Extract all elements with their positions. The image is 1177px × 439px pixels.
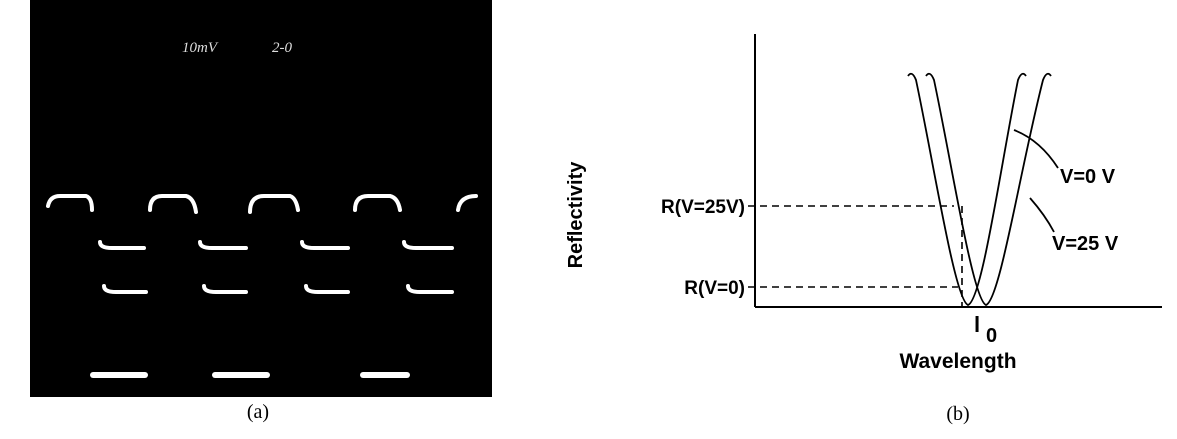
scope-baseline (90, 372, 410, 378)
curve-label: V=25 V (1052, 233, 1119, 255)
level-label: R(V=25V) (661, 197, 745, 218)
x-label: Wavelength (899, 350, 1016, 373)
x-marker: l (974, 312, 980, 337)
level-label: R(V=0) (684, 278, 745, 299)
x-marker-subscript: 0 (986, 325, 997, 347)
caption: (b) (946, 403, 969, 425)
panel-a: 10mV 2-0 (a) (30, 0, 492, 423)
dashed-guides (748, 206, 962, 307)
caption: (a) (247, 401, 269, 423)
curves (908, 74, 1051, 305)
scope-screen (30, 0, 492, 397)
y-label: Reflectivity (565, 161, 587, 269)
curve-label: V=0 V (1060, 166, 1116, 188)
panel-b: Reflectivity R(V=25V) R(V=0) V=0 V V=25 … (565, 34, 1162, 425)
figure: 10mV 2-0 (a) Reflectivity R(V=25 (0, 0, 1177, 439)
scope-label: 2-0 (272, 40, 292, 56)
scope-label: 10mV (182, 40, 219, 56)
